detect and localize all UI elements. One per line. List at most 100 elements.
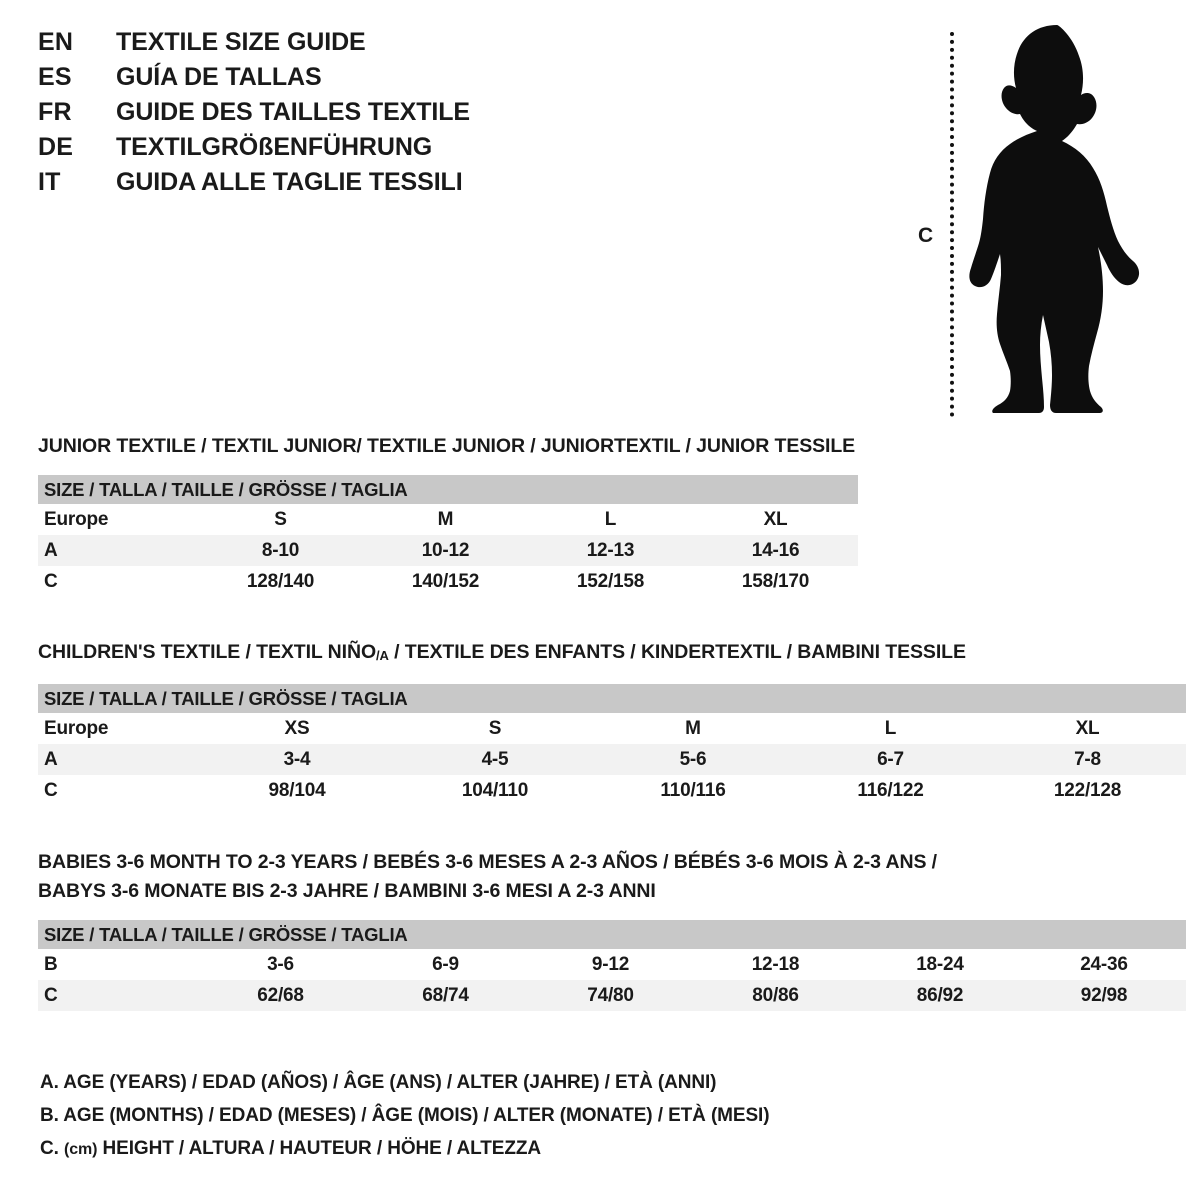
table-row: A 3-4 4-5 5-6 6-7 7-8 [38, 744, 1187, 775]
row-label: A [38, 535, 198, 566]
table-cell: 6-7 [792, 744, 989, 775]
section-title-babies-line2: BABYS 3-6 MONATE BIS 2-3 JAHRE / BAMBINI… [38, 880, 656, 902]
language-code: EN [38, 28, 74, 56]
section-title-children: CHILDREN'S TEXTILE / TEXTIL NIÑO/A / TEX… [38, 638, 1186, 670]
row-label: B [38, 949, 198, 980]
size-band-label: SIZE / TALLA / TAILLE / GRÖSSE / TAGLIA [38, 684, 1187, 713]
table-cell: 18-24 [858, 949, 1022, 980]
row-label: Europe [38, 504, 198, 535]
table-cell: 74/80 [528, 980, 693, 1011]
section-babies-textile: BABIES 3-6 MONTH TO 2-3 YEARS / BEBÉS 3-… [38, 848, 1186, 1011]
table-cell: 12-18 [693, 949, 858, 980]
section-title-children-pre: CHILDREN'S TEXTILE / TEXTIL NIÑO [38, 641, 377, 663]
language-row: FR GUIDE DES TAILLES TEXTILE [38, 98, 658, 133]
table-row: Europe S M L XL [38, 504, 859, 535]
table-cell: 8-10 [198, 535, 363, 566]
legend-line-a: A. AGE (YEARS) / EDAD (AÑOS) / ÂGE (ANS)… [40, 1072, 717, 1093]
table-cell: 152/158 [528, 566, 693, 597]
section-children-textile: CHILDREN'S TEXTILE / TEXTIL NIÑO/A / TEX… [38, 638, 1187, 806]
legend-block: A. AGE (YEARS) / EDAD (AÑOS) / ÂGE (ANS)… [40, 1066, 940, 1166]
language-row: EN TEXTILE SIZE GUIDE [38, 28, 658, 63]
language-row: ES GUÍA DE TALLAS [38, 63, 658, 98]
size-band-label: SIZE / TALLA / TAILLE / GRÖSSE / TAGLIA [38, 475, 859, 504]
table-row: B 3-6 6-9 9-12 12-18 18-24 24-36 [38, 949, 1186, 980]
table-cell: 92/98 [1022, 980, 1186, 1011]
table-cell: 7-8 [989, 744, 1187, 775]
table-cell: 104/110 [396, 775, 594, 806]
table-cell: 6-9 [363, 949, 528, 980]
table-row: C 128/140 140/152 152/158 158/170 [38, 566, 859, 597]
table-cell: 80/86 [693, 980, 858, 1011]
language-code: DE [38, 133, 74, 161]
language-title: GUIDA ALLE TAGLIE TESSILI [116, 168, 463, 196]
table-cell: 12-13 [528, 535, 693, 566]
section-junior-textile: JUNIOR TEXTILE / TEXTIL JUNIOR/ TEXTILE … [38, 432, 859, 597]
table-band-row: SIZE / TALLA / TAILLE / GRÖSSE / TAGLIA [38, 920, 1186, 949]
table-cell: S [396, 713, 594, 744]
language-code: ES [38, 63, 72, 91]
table-cell: 4-5 [396, 744, 594, 775]
table-cell: 158/170 [693, 566, 859, 597]
table-cell: 122/128 [989, 775, 1187, 806]
table-cell: 110/116 [594, 775, 792, 806]
table-cell: 24-36 [1022, 949, 1186, 980]
language-code: FR [38, 98, 72, 126]
junior-size-table: SIZE / TALLA / TAILLE / GRÖSSE / TAGLIA … [38, 475, 859, 597]
table-row: A 8-10 10-12 12-13 14-16 [38, 535, 859, 566]
height-dotted-line [950, 32, 954, 417]
table-cell: XL [989, 713, 1187, 744]
row-label: A [38, 744, 198, 775]
table-cell: 9-12 [528, 949, 693, 980]
table-cell: 86/92 [858, 980, 1022, 1011]
language-title: GUÍA DE TALLAS [116, 63, 322, 91]
size-band-label: SIZE / TALLA / TAILLE / GRÖSSE / TAGLIA [38, 920, 1186, 949]
section-title-junior: JUNIOR TEXTILE / TEXTIL JUNIOR/ TEXTILE … [38, 435, 856, 457]
row-label: Europe [38, 713, 198, 744]
table-cell: S [198, 504, 363, 535]
table-cell: 140/152 [363, 566, 528, 597]
table-cell: 98/104 [198, 775, 396, 806]
table-row: C 62/68 68/74 74/80 80/86 86/92 92/98 [38, 980, 1186, 1011]
toddler-silhouette-icon [969, 25, 1140, 413]
table-cell: 116/122 [792, 775, 989, 806]
section-title-babies-line1: BABIES 3-6 MONTH TO 2-3 YEARS / BEBÉS 3-… [38, 851, 937, 873]
row-label: C [38, 980, 198, 1011]
table-row: Europe XS S M L XL [38, 713, 1187, 744]
height-measure-label: C [918, 224, 934, 247]
table-cell: L [792, 713, 989, 744]
row-label: C [38, 566, 198, 597]
legend-line-b: B. AGE (MONTHS) / EDAD (MESES) / ÂGE (MO… [40, 1105, 770, 1126]
language-row: IT GUIDA ALLE TAGLIE TESSILI [38, 168, 658, 203]
table-cell: M [363, 504, 528, 535]
table-row: C 98/104 104/110 110/116 116/122 122/128 [38, 775, 1187, 806]
language-title: GUIDE DES TAILLES TEXTILE [116, 98, 471, 126]
table-cell: 128/140 [198, 566, 363, 597]
language-title: TEXTILGRÖßENFÜHRUNG [116, 133, 433, 161]
table-cell: 62/68 [198, 980, 363, 1011]
table-cell: 14-16 [693, 535, 859, 566]
table-cell: 3-4 [198, 744, 396, 775]
table-cell: 3-6 [198, 949, 363, 980]
table-cell: M [594, 713, 792, 744]
table-cell: 68/74 [363, 980, 528, 1011]
language-code: IT [38, 168, 61, 196]
table-cell: 5-6 [594, 744, 792, 775]
table-cell: XS [198, 713, 396, 744]
table-band-row: SIZE / TALLA / TAILLE / GRÖSSE / TAGLIA [38, 475, 859, 504]
table-band-row: SIZE / TALLA / TAILLE / GRÖSSE / TAGLIA [38, 684, 1187, 713]
children-size-table: SIZE / TALLA / TAILLE / GRÖSSE / TAGLIA … [38, 684, 1187, 806]
row-label: C [38, 775, 198, 806]
language-header-block: EN TEXTILE SIZE GUIDE ES GUÍA DE TALLAS … [38, 28, 658, 203]
legend-line-c-cm: (cm) [63, 1141, 98, 1158]
language-row: DE TEXTILGRÖßENFÜHRUNG [38, 133, 658, 168]
section-title-children-sub: /A [376, 648, 389, 663]
legend-line-c-post: HEIGHT / ALTURA / HAUTEUR / HÖHE / ALTEZ… [97, 1138, 542, 1159]
table-cell: L [528, 504, 693, 535]
section-title-children-post: / TEXTILE DES ENFANTS / KINDERTEXTIL / B… [388, 641, 966, 663]
table-cell: XL [693, 504, 859, 535]
language-title: TEXTILE SIZE GUIDE [116, 28, 366, 56]
table-cell: 10-12 [363, 535, 528, 566]
legend-line-c: C. (cm) HEIGHT / ALTURA / HAUTEUR / HÖHE… [40, 1132, 940, 1166]
legend-line-c-pre: C. [40, 1138, 64, 1159]
babies-size-table: SIZE / TALLA / TAILLE / GRÖSSE / TAGLIA … [38, 920, 1186, 1011]
